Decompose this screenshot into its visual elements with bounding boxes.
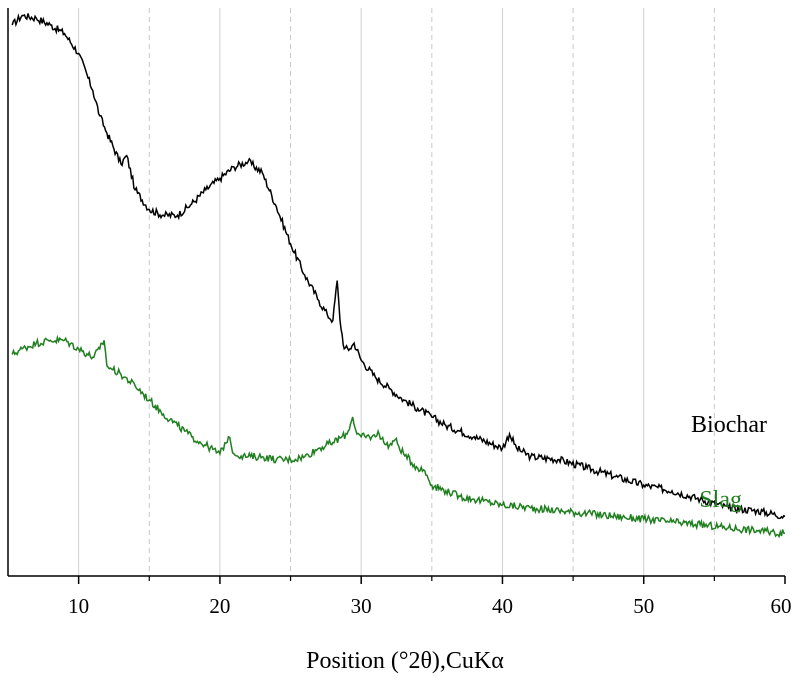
x-tick-label-30: 30 [351, 594, 372, 618]
series-label-biochar: Biochar [691, 412, 767, 438]
x-axis-ticks: 10 20 30 40 50 60 [68, 576, 792, 618]
x-tick-label-10: 10 [68, 594, 89, 618]
x-tick-label-60: 60 [771, 594, 792, 618]
axes [7, 8, 785, 577]
gridlines [78, 8, 715, 576]
x-tick-label-40: 40 [492, 594, 513, 618]
series-line-biochar [11, 13, 786, 520]
series-line-slag [11, 334, 786, 539]
x-tick-label-20: 20 [209, 594, 230, 618]
series-label-slag: Slag [699, 487, 742, 513]
x-axis-title: Position (°2θ),CuKα [306, 648, 504, 674]
x-tick-label-50: 50 [633, 594, 654, 618]
series-lines [11, 13, 786, 539]
